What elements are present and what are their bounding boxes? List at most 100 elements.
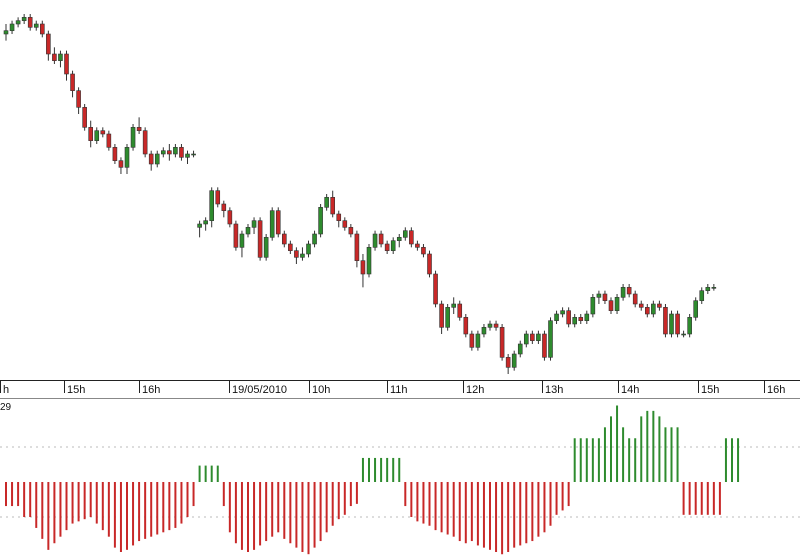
time-axis-label: 14h: [621, 384, 639, 396]
candle-body: [657, 303, 662, 308]
candle-body: [439, 303, 444, 328]
candle-body: [27, 17, 33, 28]
candle-body: [584, 313, 590, 321]
candle-body: [523, 333, 529, 345]
time-axis-label: 19/05/2010: [232, 384, 287, 396]
candle-body: [511, 353, 517, 368]
candle-body: [415, 243, 420, 248]
candle-body: [300, 253, 305, 258]
candle-body: [451, 303, 457, 308]
candle-body: [421, 247, 426, 255]
candle-body: [675, 313, 680, 335]
candle-body: [130, 127, 136, 148]
candle-body: [294, 250, 299, 258]
candle-body: [596, 293, 602, 298]
candle-body: [154, 153, 160, 165]
candle-body: [542, 333, 547, 358]
candle-body: [263, 237, 269, 258]
candle-body: [469, 333, 475, 348]
candle-body: [663, 307, 668, 335]
candle-body: [191, 153, 196, 156]
candle-body: [372, 233, 378, 248]
candle-body: [681, 333, 686, 336]
candle-body: [3, 30, 9, 35]
candle-body: [245, 227, 251, 235]
candle-body: [638, 303, 644, 308]
candle-body: [148, 153, 154, 165]
candle-body: [203, 220, 208, 225]
candle-body: [330, 197, 336, 215]
candle-body: [173, 147, 178, 155]
candle-body: [161, 150, 166, 155]
candle-body: [463, 317, 469, 335]
candle-body: [608, 300, 614, 311]
time-axis-label: 16h: [767, 384, 785, 396]
candle-body: [275, 210, 281, 235]
candle-body: [239, 233, 245, 248]
candle-body: [348, 227, 354, 235]
candle-body: [215, 190, 221, 205]
candle-body: [227, 210, 233, 225]
candle-body: [378, 233, 384, 245]
candle-body: [354, 233, 360, 261]
candles-layer: [3, 14, 717, 374]
candle-body: [52, 53, 57, 61]
candle-body: [705, 287, 711, 291]
candle-body: [33, 23, 39, 28]
candle-body: [197, 223, 202, 228]
candle-body: [620, 287, 626, 298]
candle-body: [536, 333, 541, 341]
candle-body: [687, 317, 692, 335]
candle-body: [39, 23, 45, 35]
price-panel: [3, 14, 717, 374]
candle-body: [632, 293, 638, 305]
candle-body: [112, 147, 118, 161]
candle-body: [288, 243, 293, 251]
candle-body: [517, 343, 523, 355]
candle-body: [142, 130, 148, 155]
candle-body: [396, 237, 402, 241]
candle-body: [572, 317, 578, 325]
indicator-label: 29: [0, 402, 12, 413]
candle-body: [554, 313, 559, 321]
candle-body: [626, 287, 632, 295]
indicator-bars-layer: [5, 405, 740, 555]
candle-body: [548, 320, 553, 358]
candle-body: [76, 90, 81, 108]
candle-body: [64, 53, 69, 75]
candle-body: [179, 147, 184, 158]
candle-body: [82, 107, 87, 128]
candle-body: [505, 357, 511, 368]
time-axis-label: 11h: [390, 384, 408, 396]
time-axis-label: 13h: [545, 384, 563, 396]
candle-body: [530, 333, 535, 341]
candle-body: [475, 333, 481, 348]
candle-body: [336, 213, 342, 221]
candle-body: [590, 297, 596, 315]
candle-body: [46, 33, 51, 55]
candle-body: [366, 247, 372, 275]
candle-body: [306, 243, 311, 255]
candle-body: [409, 230, 414, 245]
candle-body: [669, 313, 674, 335]
time-axis-label: 16h: [142, 384, 160, 396]
candle-body: [21, 17, 27, 21]
candle-body: [233, 223, 239, 248]
candle-body: [124, 147, 130, 168]
candle-body: [457, 303, 463, 318]
candle-body: [251, 220, 257, 228]
candle-body: [651, 303, 656, 315]
candle-body: [481, 327, 487, 335]
time-axis: h 15h 16h 19/05/2010 10h 11h 12h 13h 14h 15h 16h: [0, 380, 785, 396]
candle-body: [711, 287, 717, 289]
candle-body: [493, 323, 499, 328]
time-axis-label: 12h: [466, 384, 484, 396]
candle-body: [578, 317, 584, 321]
candle-body: [433, 273, 438, 305]
candle-body: [269, 210, 275, 238]
candle-body: [390, 240, 396, 251]
candle-body: [281, 233, 287, 245]
candle-body: [58, 53, 63, 61]
time-axis-label: h: [3, 384, 9, 396]
